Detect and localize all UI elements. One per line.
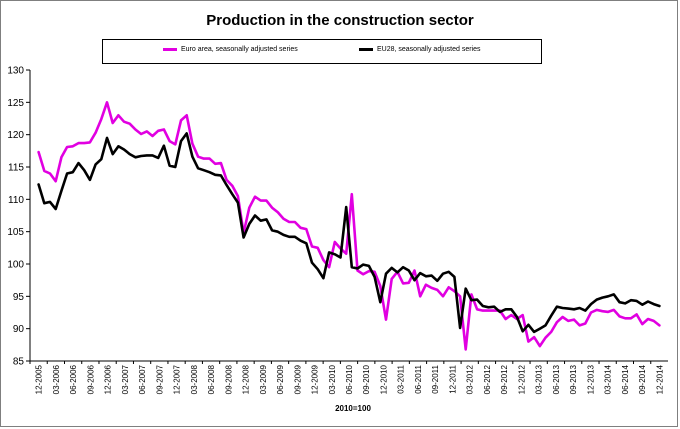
legend-label-eu28: EU28, seasonally adjusted series — [377, 46, 481, 53]
legend-label-euro-area: Euro area, seasonally adjusted series — [181, 46, 298, 53]
x-tick-label: 06-2008 — [207, 364, 216, 394]
x-tick-label: 06-2013 — [552, 364, 561, 394]
legend-swatch-euro-area — [163, 47, 177, 51]
x-tick-label: 09-2010 — [362, 364, 371, 394]
x-tick-label: 06-2010 — [345, 364, 354, 394]
legend-entry-eu28: EU28, seasonally adjusted series — [359, 46, 481, 53]
series-lines — [37, 101, 661, 351]
y-tick-label: 90 — [13, 324, 25, 335]
y-tick-label: 95 — [13, 292, 25, 303]
x-tick-label: 12-2005 — [35, 364, 44, 394]
x-tick-label: 03-2011 — [397, 364, 406, 393]
y-tick-label: 110 — [8, 195, 24, 206]
x-tick-label: 03-2013 — [535, 364, 544, 394]
x-tick-label: 06-2014 — [621, 364, 630, 394]
x-axis-label: 2010=100 — [335, 404, 371, 413]
legend-swatch-eu28 — [359, 47, 373, 51]
x-tick-label: 09-2012 — [500, 364, 509, 394]
y-axis-ticks: 85 90 95 100 105 110 115 120 125 130 — [7, 66, 30, 368]
x-tick-label: 03-2006 — [52, 364, 61, 394]
x-tick-label: 12-2011 — [448, 364, 457, 393]
x-tick-label: 03-2012 — [466, 364, 475, 394]
x-tick-label: 09-2006 — [86, 364, 95, 394]
x-axis-ticks: 12-2005 03-2006 06-2006 09-2006 12-2006 03-20… — [29, 361, 664, 394]
chart-axes — [29, 70, 668, 362]
x-tick-label: 12-2007 — [173, 364, 182, 394]
y-tick-label: 105 — [7, 227, 24, 238]
x-tick-label: 09-2013 — [569, 364, 578, 394]
x-tick-label: 03-2014 — [604, 364, 613, 394]
chart-legend: Euro area, seasonally adjusted series EU… — [102, 39, 542, 64]
x-tick-label: 06-2012 — [483, 364, 492, 394]
x-tick-label: 09-2008 — [224, 364, 233, 394]
x-tick-label: 09-2007 — [155, 364, 164, 394]
x-tick-label: 03-2010 — [328, 364, 337, 394]
y-tick-label: 130 — [7, 66, 24, 77]
y-tick-label: 125 — [7, 98, 24, 109]
x-tick-label: 12-2008 — [242, 364, 251, 394]
x-tick-label: 09-2014 — [638, 364, 647, 394]
x-tick-label: 06-2009 — [276, 364, 285, 394]
x-tick-label: 06-2006 — [69, 364, 78, 394]
x-tick-label: 12-2009 — [311, 364, 320, 394]
chart-title: Production in the construction sector — [206, 12, 474, 29]
x-tick-label: 12-2012 — [517, 364, 526, 394]
x-tick-label: 09-2009 — [293, 364, 302, 394]
y-tick-label: 85 — [13, 357, 25, 368]
x-tick-label: 12-2013 — [586, 364, 595, 394]
legend-entry-euro-area: Euro area, seasonally adjusted series — [163, 46, 298, 53]
x-tick-label: 09-2011 — [431, 364, 440, 393]
x-tick-label: 12-2006 — [104, 364, 113, 394]
x-tick-label: 06-2007 — [138, 364, 147, 394]
y-tick-label: 120 — [7, 130, 24, 141]
y-tick-label: 115 — [8, 163, 24, 174]
x-tick-label: 12-2010 — [379, 364, 388, 394]
x-tick-label: 03-2009 — [259, 364, 268, 394]
series-line-eu28 — [37, 132, 661, 334]
y-tick-label: 100 — [7, 260, 24, 271]
x-tick-label: 06-2011 — [414, 364, 423, 393]
x-tick-label: 03-2007 — [121, 364, 130, 394]
x-tick-label: 03-2008 — [190, 364, 199, 394]
x-tick-label: 12-2014 — [655, 364, 664, 394]
